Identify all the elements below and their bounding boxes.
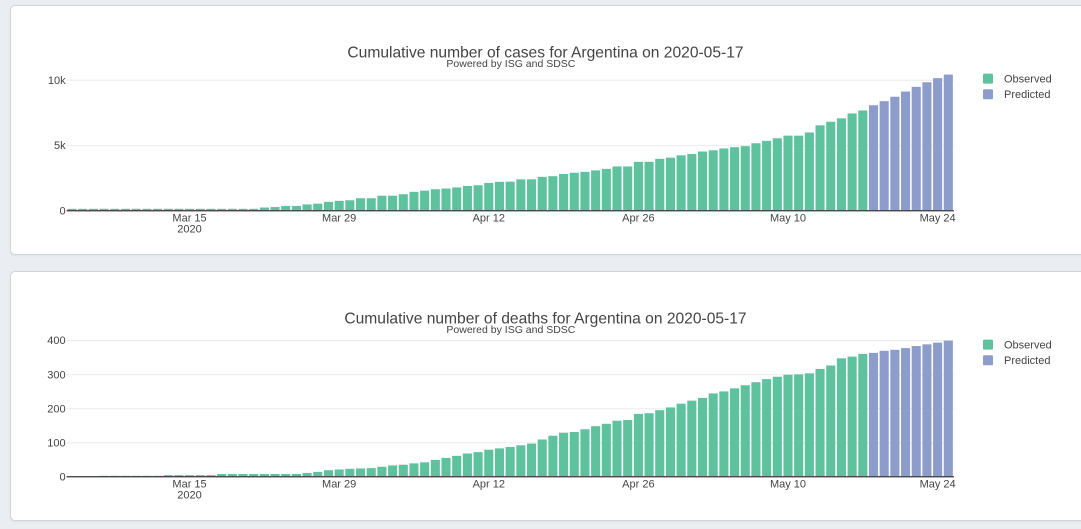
svg-text:10k: 10k xyxy=(48,75,66,87)
svg-text:Apr 12: Apr 12 xyxy=(473,212,505,224)
svg-text:400: 400 xyxy=(47,335,65,347)
svg-text:Predicted: Predicted xyxy=(1004,89,1050,101)
svg-text:Cumulative number of cases for: Cumulative number of cases for Argentina… xyxy=(347,44,743,61)
svg-text:5k: 5k xyxy=(54,140,66,152)
svg-text:May 10: May 10 xyxy=(770,478,806,490)
svg-text:Mar 15: Mar 15 xyxy=(172,478,206,490)
svg-text:2020: 2020 xyxy=(177,489,201,501)
svg-text:100: 100 xyxy=(47,437,65,449)
svg-text:Mar 29: Mar 29 xyxy=(322,212,356,224)
svg-text:Predicted: Predicted xyxy=(1004,355,1050,367)
svg-text:Apr 12: Apr 12 xyxy=(473,478,505,490)
svg-text:May 10: May 10 xyxy=(770,212,806,224)
svg-text:Observed: Observed xyxy=(1004,339,1052,351)
svg-text:2020: 2020 xyxy=(177,224,201,236)
svg-text:200: 200 xyxy=(47,403,65,415)
svg-text:Observed: Observed xyxy=(1004,73,1052,85)
svg-text:Apr 26: Apr 26 xyxy=(622,478,654,490)
svg-text:Mar 29: Mar 29 xyxy=(322,478,356,490)
svg-text:Apr 26: Apr 26 xyxy=(622,212,654,224)
svg-text:Cumulative number of deaths fo: Cumulative number of deaths for Argentin… xyxy=(344,310,746,327)
svg-text:300: 300 xyxy=(47,369,65,381)
svg-text:0: 0 xyxy=(59,206,65,218)
svg-text:May 24: May 24 xyxy=(920,478,956,490)
svg-text:0: 0 xyxy=(59,471,65,483)
svg-text:May 24: May 24 xyxy=(920,212,956,224)
svg-text:Mar 15: Mar 15 xyxy=(172,212,206,224)
svg-text:Powered by ISG and SDSC: Powered by ISG and SDSC xyxy=(446,324,575,336)
svg-text:Powered by ISG and SDSC: Powered by ISG and SDSC xyxy=(446,58,575,70)
